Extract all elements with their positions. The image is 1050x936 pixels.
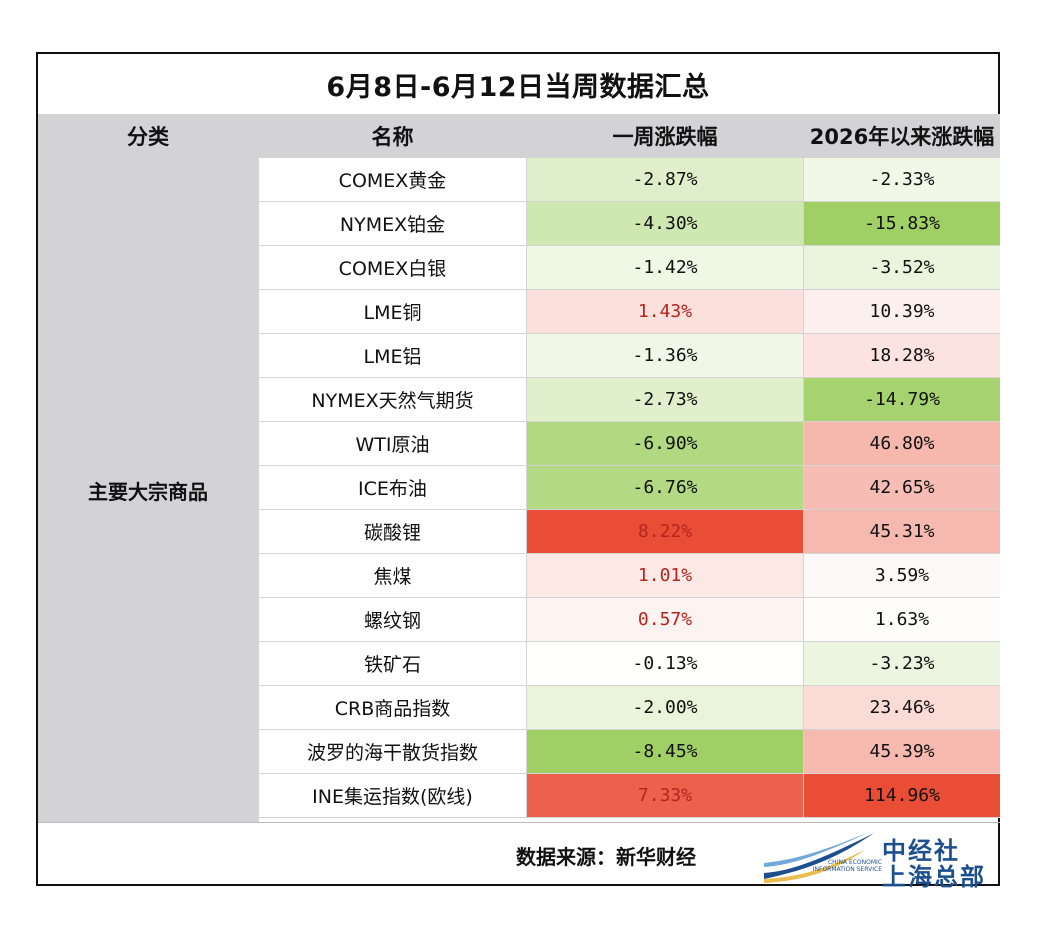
ytd-change-value: 114.96% <box>804 774 1000 818</box>
logo-text-line1: 中经社 <box>882 837 960 865</box>
ytd-change-value: 45.31% <box>804 510 1000 554</box>
commodity-name: COMEX白银 <box>259 246 527 290</box>
table-row: LME铜 1.43% 10.39% <box>259 290 1000 334</box>
table-row: COMEX白银 -1.42% -3.52% <box>259 246 1000 290</box>
table-row: NYMEX天然气期货 -2.73% -14.79% <box>259 378 1000 422</box>
commodity-name: LME铜 <box>259 290 527 334</box>
ceis-logo: CHINA ECONOMIC INFORMATION SERVICE 中经社 上… <box>762 829 998 891</box>
weekly-change-value: -2.87% <box>527 158 804 202</box>
commodity-name: ICE布油 <box>259 466 527 510</box>
header-category: 分类 <box>38 114 259 158</box>
weekly-change-value: 8.22% <box>527 510 804 554</box>
table-row: WTI原油 -6.90% 46.80% <box>259 422 1000 466</box>
weekly-change-value: -2.73% <box>527 378 804 422</box>
weekly-change-value: -1.42% <box>527 246 804 290</box>
commodity-name: 碳酸锂 <box>259 510 527 554</box>
weekly-change-value: -4.30% <box>527 202 804 246</box>
ytd-change-value: 23.46% <box>804 686 1000 730</box>
ytd-change-value: 10.39% <box>804 290 1000 334</box>
commodity-name: 波罗的海干散货指数 <box>259 730 527 774</box>
ytd-change-value: 45.39% <box>804 730 1000 774</box>
table-row: 螺纹钢 0.57% 1.63% <box>259 598 1000 642</box>
header-row: 分类 名称 一周涨跌幅 2026年以来涨跌幅 <box>38 114 1000 158</box>
table-row: LME铝 -1.36% 18.28% <box>259 334 1000 378</box>
commodity-name: NYMEX铂金 <box>259 202 527 246</box>
commodity-name: NYMEX天然气期货 <box>259 378 527 422</box>
footer: 数据来源：新华财经 CHINA ECONOMIC INFORMATION SER… <box>38 822 1000 891</box>
commodity-name: WTI原油 <box>259 422 527 466</box>
weekly-change-value: 1.43% <box>527 290 804 334</box>
table-row: INE集运指数(欧线) 7.33% 114.96% <box>259 774 1000 818</box>
table-row: 铁矿石 -0.13% -3.23% <box>259 642 1000 686</box>
logo-text-line2: 上海总部 <box>882 863 986 891</box>
ytd-change-value: -3.52% <box>804 246 1000 290</box>
commodity-name: LME铝 <box>259 334 527 378</box>
ytd-change-value: 1.63% <box>804 598 1000 642</box>
weekly-change-value: 7.33% <box>527 774 804 818</box>
weekly-change-value: -6.90% <box>527 422 804 466</box>
table-row: 焦煤 1.01% 3.59% <box>259 554 1000 598</box>
table-row: 波罗的海干散货指数 -8.45% 45.39% <box>259 730 1000 774</box>
ytd-change-value: -15.83% <box>804 202 1000 246</box>
weekly-change-value: -8.45% <box>527 730 804 774</box>
commodity-name: 螺纹钢 <box>259 598 527 642</box>
table-row: CRB商品指数 -2.00% 23.46% <box>259 686 1000 730</box>
weekly-change-value: 0.57% <box>527 598 804 642</box>
data-source: 数据来源：新华财经 <box>516 844 696 869</box>
ytd-change-value: -2.33% <box>804 158 1000 202</box>
commodity-name: 铁矿石 <box>259 642 527 686</box>
ytd-change-value: 46.80% <box>804 422 1000 466</box>
ytd-change-value: 42.65% <box>804 466 1000 510</box>
table-row: ICE布油 -6.76% 42.65% <box>259 466 1000 510</box>
ytd-change-value: 3.59% <box>804 554 1000 598</box>
table-title: 6月8日-6月12日当周数据汇总 <box>326 71 710 103</box>
table-row: 碳酸锂 8.22% 45.31% <box>259 510 1000 554</box>
header-ytd-change: 2026年以来涨跌幅 <box>804 114 1000 158</box>
weekly-change-value: -6.76% <box>527 466 804 510</box>
weekly-change-value: -1.36% <box>527 334 804 378</box>
weekly-change-value: -0.13% <box>527 642 804 686</box>
weekly-change-value: 1.01% <box>527 554 804 598</box>
summary-table-frame: 6月8日-6月12日当周数据汇总 分类 名称 一周涨跌幅 2026年以来涨跌幅 … <box>36 52 1000 891</box>
commodity-name: COMEX黄金 <box>259 158 527 202</box>
ytd-change-value: 18.28% <box>804 334 1000 378</box>
category-cell: 主要大宗商品 <box>38 158 259 822</box>
header-name: 名称 <box>259 114 527 158</box>
commodity-name: CRB商品指数 <box>259 686 527 730</box>
logo-swoosh-icon <box>764 831 874 883</box>
table-row: COMEX黄金 -2.87% -2.33% <box>259 158 1000 202</box>
commodity-name: INE集运指数(欧线) <box>259 774 527 818</box>
header-weekly-change: 一周涨跌幅 <box>527 114 804 158</box>
commodity-name: 焦煤 <box>259 554 527 598</box>
ytd-change-value: -14.79% <box>804 378 1000 422</box>
ytd-change-value: -3.23% <box>804 642 1000 686</box>
logo-english-text: CHINA ECONOMIC INFORMATION SERVICE <box>812 859 882 873</box>
table-row: NYMEX铂金 -4.30% -15.83% <box>259 202 1000 246</box>
weekly-change-value: -2.00% <box>527 686 804 730</box>
